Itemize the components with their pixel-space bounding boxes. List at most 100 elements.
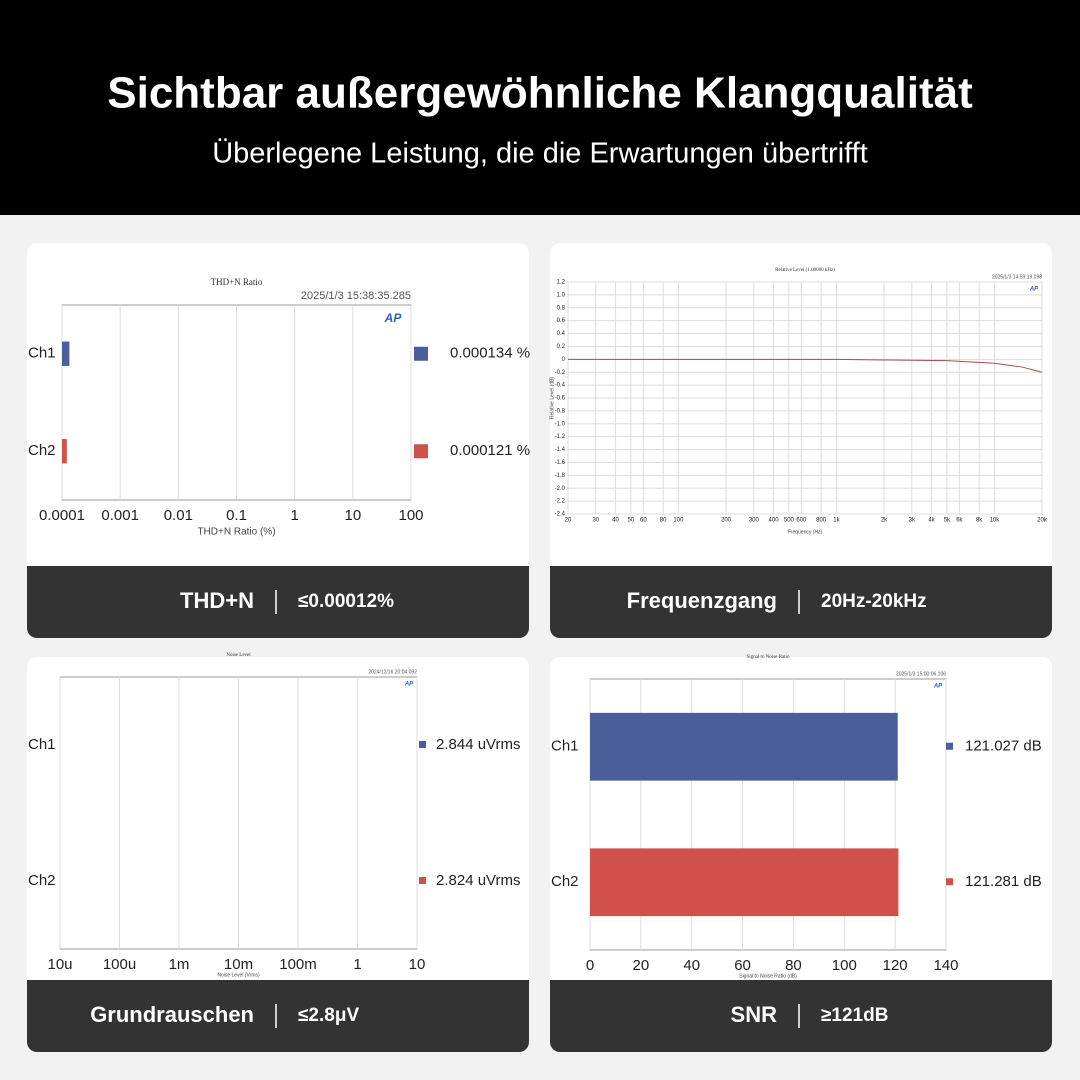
x-tick-label: 140 <box>933 957 958 974</box>
x-tick-label: 80 <box>660 518 667 524</box>
bar <box>62 439 67 464</box>
value-label: 2.824 uVrms <box>436 872 521 889</box>
x-tick-label: 1k <box>833 518 840 524</box>
x-tick-label: 60 <box>734 957 751 974</box>
chart-logo: AP <box>404 682 414 688</box>
x-tick-label: 60 <box>640 518 647 524</box>
bar <box>62 341 70 366</box>
legend-swatch <box>419 877 426 884</box>
y-tick-label: 0.6 <box>557 318 566 324</box>
x-tick-label: 30 <box>592 518 599 524</box>
x-tick-label: 20k <box>1037 518 1048 524</box>
bar <box>590 848 899 917</box>
chart-timestamp: 2025/1/3 14:59:19.098 <box>992 274 1042 280</box>
x-tick-label: 10 <box>344 507 361 524</box>
value-label: 121.027 dB <box>965 738 1042 755</box>
category-label: Ch1 <box>551 738 579 755</box>
panel-label: SNR <box>731 1002 778 1027</box>
page-subtitle: Überlegene Leistung, die die Erwartungen… <box>212 138 868 170</box>
panel-spec: ≤2.8μV <box>298 1005 359 1026</box>
legend-swatch <box>419 741 426 748</box>
legend-swatch <box>946 878 953 886</box>
x-tick-label: 120 <box>883 957 908 974</box>
chart-logo: AP <box>384 311 403 325</box>
x-axis-label: Noise Level (Vrms) <box>217 972 260 978</box>
card-footer <box>27 566 529 638</box>
card-footer <box>27 980 529 1052</box>
page-title: Sichtbar außergewöhnliche Klangqualität <box>107 69 973 118</box>
x-axis-label: Frequency (Hz) <box>788 529 823 535</box>
chart-logo: AP <box>933 684 943 690</box>
category-label: Ch2 <box>28 872 56 889</box>
y-tick-label: 1.2 <box>557 280 566 286</box>
x-tick-label: 100u <box>103 956 136 973</box>
x-axis-label: Signal to Noise Ratio (dB) <box>739 973 797 979</box>
panel-label: Grundrauschen <box>90 1002 254 1027</box>
x-tick-label: 5k <box>944 518 951 524</box>
x-tick-label: 3k <box>909 518 916 524</box>
y-tick-label: -1.4 <box>555 447 566 453</box>
panel-spec: ≥121dB <box>821 1005 888 1026</box>
y-tick-label: -0.2 <box>555 370 566 376</box>
x-tick-label: 100 <box>673 518 684 524</box>
y-tick-label: -1.8 <box>555 473 566 479</box>
x-tick-label: 100 <box>398 507 423 524</box>
panel-spec: 20Hz-20kHz <box>821 591 927 612</box>
x-tick-label: 1m <box>169 956 190 973</box>
legend-swatch <box>414 346 428 361</box>
panel-label: Frequenzgang <box>627 588 777 613</box>
y-tick-label: -0.6 <box>555 396 566 402</box>
x-tick-label: 40 <box>683 957 700 974</box>
x-tick-label: 10u <box>47 956 72 973</box>
chart-timestamp: 2024/12/16 20:04:092 <box>368 669 417 675</box>
x-tick-label: 200 <box>721 518 732 524</box>
y-tick-label: 0.8 <box>557 305 566 311</box>
value-label: 0.000121 % <box>450 442 530 459</box>
category-label: Ch2 <box>551 873 579 890</box>
header-band <box>0 0 1080 215</box>
value-label: 121.281 dB <box>965 873 1042 890</box>
y-tick-label: 1.0 <box>557 292 566 298</box>
category-label: Ch2 <box>28 442 56 459</box>
x-tick-label: 40 <box>612 518 619 524</box>
x-tick-label: 6k <box>956 518 963 524</box>
y-tick-label: -0.8 <box>555 408 566 414</box>
y-tick-label: -0.4 <box>555 383 566 389</box>
x-tick-label: 0.1 <box>226 507 247 524</box>
bar <box>590 712 898 781</box>
x-tick-label: 20 <box>565 518 572 524</box>
x-tick-label: 400 <box>769 518 780 524</box>
chart-title: Signal to Noise Ratio <box>747 655 790 660</box>
response-line <box>568 358 1043 373</box>
panel-spec: ≤0.00012% <box>298 591 394 612</box>
y-tick-label: -1.0 <box>555 421 566 427</box>
chart-timestamp: 2025/1/3 15:38:35.285 <box>301 290 411 302</box>
x-tick-label: 600 <box>796 518 807 524</box>
category-label: Ch1 <box>28 345 56 362</box>
y-tick-label: -2.2 <box>555 499 566 505</box>
value-label: 2.844 uVrms <box>436 736 521 753</box>
legend-swatch <box>414 444 428 459</box>
y-tick-label: -2.4 <box>555 512 566 518</box>
chart-title: Noise Level <box>226 653 251 658</box>
y-tick-label: 0.2 <box>557 344 566 350</box>
x-axis-label: THD+N Ratio (%) <box>197 527 275 538</box>
y-axis-label: Relative Level (dB) <box>549 377 555 420</box>
card-footer <box>550 980 1052 1052</box>
x-tick-label: 100m <box>279 956 317 973</box>
y-tick-label: 0 <box>562 357 566 363</box>
category-label: Ch1 <box>28 736 56 753</box>
value-label: 0.000134 % <box>450 345 530 362</box>
x-tick-label: 10k <box>990 518 1001 524</box>
x-tick-label: 80 <box>785 957 802 974</box>
y-tick-label: -1.2 <box>555 434 566 440</box>
x-tick-label: 800 <box>816 518 827 524</box>
x-tick-label: 500 <box>784 518 795 524</box>
x-tick-label: 2k <box>881 518 888 524</box>
y-tick-label: -1.6 <box>555 460 566 466</box>
x-tick-label: 1 <box>290 507 298 524</box>
x-tick-label: 0.01 <box>164 507 193 524</box>
x-tick-label: 300 <box>749 518 760 524</box>
x-tick-label: 8k <box>976 518 983 524</box>
